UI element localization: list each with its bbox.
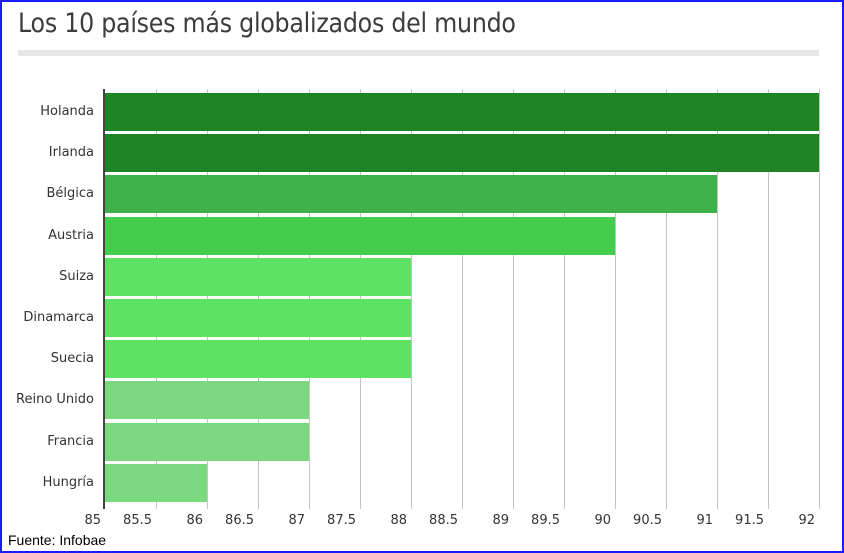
gridline xyxy=(513,89,514,509)
y-category-label: Bélgica xyxy=(46,186,94,201)
x-tick-label: 91 xyxy=(696,513,713,528)
title-underline xyxy=(18,50,819,56)
x-tick-label: 90 xyxy=(594,513,611,528)
bar-dinamarca[interactable] xyxy=(105,299,411,337)
y-axis-line xyxy=(103,89,105,509)
bar-suiza[interactable] xyxy=(105,258,411,296)
gridline xyxy=(666,89,667,509)
gridline xyxy=(717,89,718,509)
y-category-label: Austria xyxy=(48,228,94,243)
gridline xyxy=(819,89,820,509)
x-tick-label: 86.5 xyxy=(225,513,254,528)
bar-austria[interactable] xyxy=(105,217,615,255)
x-tick-label: 92 xyxy=(798,513,815,528)
bar-francia[interactable] xyxy=(105,423,309,461)
gridline xyxy=(462,89,463,509)
bar-irlanda[interactable] xyxy=(105,134,819,172)
bar-hungría[interactable] xyxy=(105,464,207,502)
y-category-label: Reino Unido xyxy=(16,392,94,407)
gridline xyxy=(564,89,565,509)
y-category-label: Suiza xyxy=(59,269,94,284)
y-category-label: Dinamarca xyxy=(23,310,94,325)
y-category-label: Suecia xyxy=(50,351,94,366)
source-note: Fuente: Infobae xyxy=(8,532,107,548)
x-tick-label: 85.5 xyxy=(123,513,152,528)
gridline xyxy=(615,89,616,509)
bar-reino-unido[interactable] xyxy=(105,381,309,419)
y-category-label: Irlanda xyxy=(48,145,94,160)
x-tick-label: 86 xyxy=(186,513,203,528)
x-tick-label: 89 xyxy=(492,513,509,528)
gridline xyxy=(768,89,769,509)
x-tick-label: 87 xyxy=(288,513,305,528)
y-category-label: Holanda xyxy=(40,104,94,119)
x-tick-label: 85 xyxy=(84,513,101,528)
bar-suecia[interactable] xyxy=(105,340,411,378)
x-tick-label: 88.5 xyxy=(429,513,458,528)
bar-bélgica[interactable] xyxy=(105,175,717,213)
x-tick-label: 88 xyxy=(390,513,407,528)
y-category-label: Francia xyxy=(47,434,94,449)
x-tick-label: 87.5 xyxy=(327,513,356,528)
bar-holanda[interactable] xyxy=(105,93,819,131)
gridline xyxy=(411,89,412,509)
x-tick-label: 89.5 xyxy=(531,513,560,528)
x-tick-label: 90.5 xyxy=(633,513,662,528)
x-tick-label: 91.5 xyxy=(735,513,764,528)
chart-title: Los 10 países más globalizados del mundo xyxy=(18,8,516,39)
y-category-label: Hungría xyxy=(42,475,94,490)
